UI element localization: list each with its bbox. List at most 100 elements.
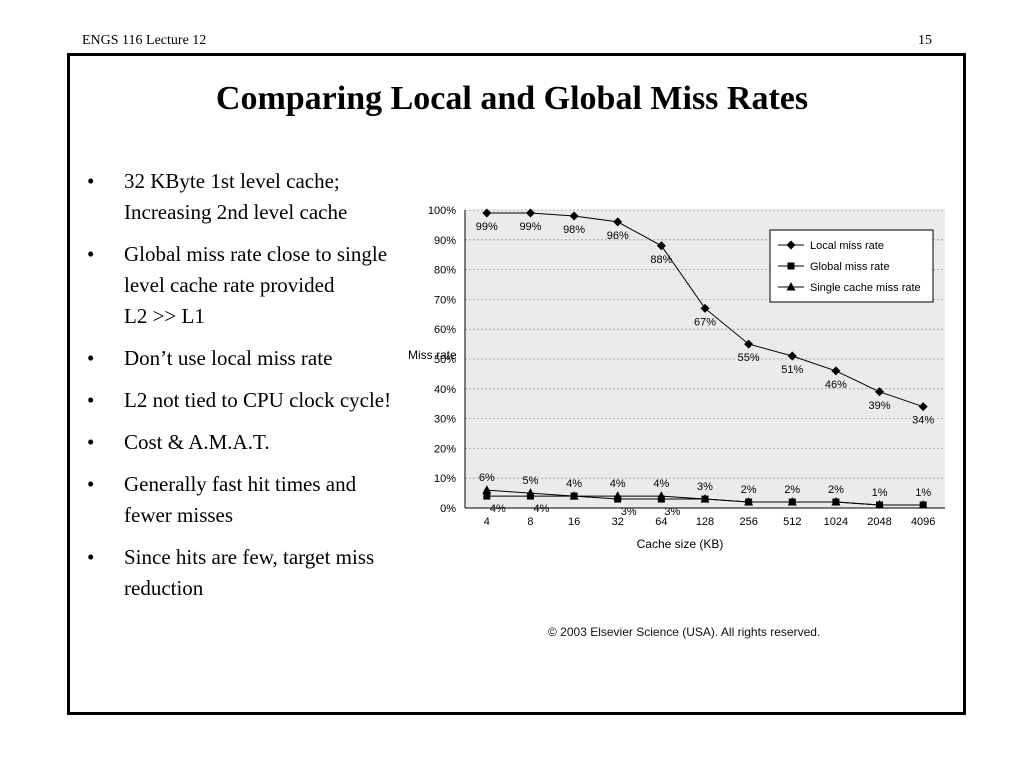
bullet-line: Since hits are few, target miss [124, 545, 375, 569]
data-label: 3% [697, 481, 713, 493]
data-point [656, 241, 666, 251]
legend-marker [786, 240, 796, 250]
legend-marker [786, 282, 796, 291]
bullet-line: Generally fast hit times and [124, 472, 357, 496]
data-label: 3% [621, 506, 637, 518]
data-point [875, 387, 885, 397]
data-label: 3% [664, 506, 680, 518]
bullet-item: • 32 KByte 1st level cache; Increasing 2nd… [85, 166, 455, 228]
header-page-number: 15 [918, 33, 932, 48]
x-tick-label: 512 [783, 516, 801, 528]
bullet-dot-icon: • [87, 169, 95, 193]
miss-rate-chart: 0% 10% 20% 30% 40% 50% 60% 70% 80% 90% 100% 4 8 16 32 6… [408, 205, 945, 551]
y-tick-label: 90% [434, 235, 456, 247]
bullet-item: • Generally fast hit times and fewer misse… [85, 469, 455, 531]
data-label: 2% [741, 484, 757, 496]
bullet-line: Cost & A.M.A.T. [124, 430, 270, 454]
data-label: 39% [869, 400, 891, 412]
data-point [918, 500, 928, 509]
data-point [483, 492, 491, 500]
data-label: 46% [825, 379, 847, 391]
data-point [744, 339, 754, 349]
bullet-item: • Don’t use local miss rate [85, 343, 455, 374]
y-axis-label: Miss rate [408, 348, 457, 362]
data-label: 96% [607, 230, 629, 242]
bullet-item: • Cost & A.M.A.T. [85, 427, 455, 458]
data-point [787, 497, 797, 506]
bullet-list: • 32 KByte 1st level cache; Increasing 2nd… [85, 166, 455, 615]
data-label: 6% [479, 472, 495, 484]
x-tick-label: 128 [696, 516, 714, 528]
bullet-line: level cache rate provided [124, 273, 335, 297]
slide-title: Comparing Local and Global Miss Rates [215, 80, 809, 117]
data-label: 1% [872, 487, 888, 499]
data-point [700, 303, 710, 313]
legend-marker [787, 262, 795, 270]
x-tick-label: 256 [739, 516, 757, 528]
bullet-dot-icon: • [87, 472, 95, 496]
bullet-dot-icon: • [87, 430, 95, 454]
data-point [831, 366, 841, 376]
bullet-line: Global miss rate close to single [124, 242, 388, 266]
data-point [875, 500, 885, 509]
data-point [787, 351, 797, 361]
data-label: 34% [912, 415, 934, 427]
bullet-dot-icon: • [87, 388, 95, 412]
data-label: 99% [519, 221, 541, 233]
data-label: 55% [738, 352, 760, 364]
data-label: 4% [653, 478, 669, 490]
data-point [569, 211, 579, 221]
bullet-dot-icon: • [87, 346, 95, 370]
y-tick-label: 20% [434, 443, 456, 455]
y-tick-label: 100% [428, 205, 456, 217]
x-axis-label: Cache size (KB) [637, 537, 724, 551]
y-tick-label: 40% [434, 384, 456, 396]
x-tick-label: 1024 [824, 516, 848, 528]
x-tick-label: 2048 [867, 516, 891, 528]
bullet-line: L2 not tied to CPU clock cycle! [124, 388, 392, 412]
data-label: 1% [915, 487, 931, 499]
data-point [525, 488, 535, 497]
data-point [656, 491, 666, 500]
bullet-dot-icon: • [87, 545, 95, 569]
data-point [831, 497, 841, 506]
data-point [613, 217, 623, 227]
data-label: 4% [534, 503, 550, 515]
legend-entry: Global miss rate [810, 261, 889, 273]
x-tick-label: 4 [484, 516, 490, 528]
y-tick-label: 0% [440, 503, 456, 515]
bullet-item: • L2 not tied to CPU clock cycle! [85, 385, 455, 416]
bullet-line: Increasing 2nd level cache [124, 200, 348, 224]
bullet-line: Don’t use local miss rate [124, 346, 333, 370]
y-tick-label: 70% [434, 294, 456, 306]
data-point [525, 208, 535, 218]
data-label: 99% [476, 221, 498, 233]
data-label: 4% [566, 478, 582, 490]
x-tick-label: 8 [527, 516, 533, 528]
bullet-line: 32 KByte 1st level cache; [124, 169, 340, 193]
header-course: ENGS 116 Lecture 12 [82, 33, 207, 48]
data-label: 4% [610, 478, 626, 490]
y-tick-label: 30% [434, 414, 456, 426]
y-tick-label: 60% [434, 324, 456, 336]
y-tick-label: 80% [434, 265, 456, 277]
legend-entry: Local miss rate [810, 240, 884, 252]
data-label: 51% [781, 364, 803, 376]
data-label: 67% [694, 316, 716, 328]
data-point [744, 497, 754, 506]
bullet-dot-icon: • [87, 242, 95, 266]
data-label: 2% [828, 484, 844, 496]
x-tick-label: 16 [568, 516, 580, 528]
data-point [918, 402, 928, 412]
data-point [700, 494, 710, 503]
data-label: 98% [563, 224, 585, 236]
data-label: 88% [650, 254, 672, 266]
data-label: 4% [490, 503, 506, 515]
x-tick-label: 4096 [911, 516, 935, 528]
bullet-line: L2 >> L1 [124, 304, 205, 328]
x-tick-label: 64 [655, 516, 667, 528]
data-point [482, 485, 492, 494]
y-tick-label: 10% [434, 473, 456, 485]
data-label: 5% [523, 475, 539, 487]
data-point [613, 491, 623, 500]
